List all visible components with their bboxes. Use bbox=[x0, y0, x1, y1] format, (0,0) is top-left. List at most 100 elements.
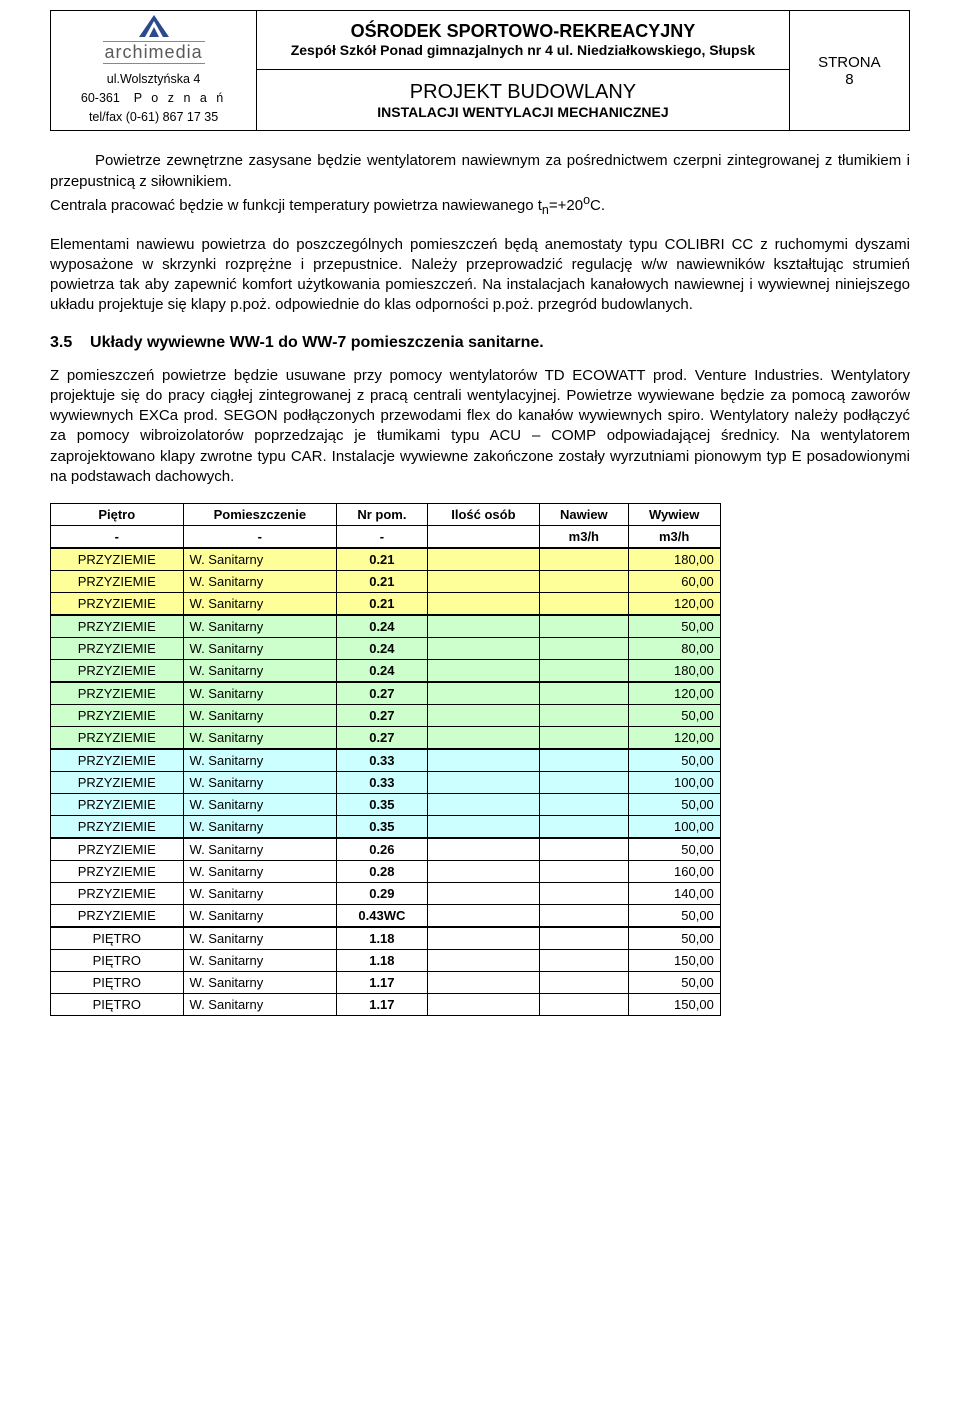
table-cell: PRZYZIEMIE bbox=[51, 660, 184, 683]
table-cell: 50,00 bbox=[628, 927, 720, 950]
table-cell: PRZYZIEMIE bbox=[51, 548, 184, 571]
table-cell: PRZYZIEMIE bbox=[51, 816, 184, 839]
table-cell: W. Sanitarny bbox=[183, 682, 337, 705]
table-row: PRZYZIEMIEW. Sanitarny0.21120,00 bbox=[51, 593, 721, 616]
table-cell: W. Sanitarny bbox=[183, 593, 337, 616]
table-cell: PIĘTRO bbox=[51, 994, 184, 1016]
table-cell: W. Sanitarny bbox=[183, 794, 337, 816]
table-cell: W. Sanitarny bbox=[183, 905, 337, 928]
table-body: PRZYZIEMIEW. Sanitarny0.21180,00PRZYZIEM… bbox=[51, 548, 721, 1016]
table-header-row: Piętro Pomieszczenie Nr pom. Ilość osób … bbox=[51, 504, 721, 526]
table-cell: PRZYZIEMIE bbox=[51, 638, 184, 660]
table-head: Piętro Pomieszczenie Nr pom. Ilość osób … bbox=[51, 504, 721, 549]
table-cell bbox=[427, 838, 540, 861]
table-cell: 0.21 bbox=[337, 593, 427, 616]
table-cell bbox=[540, 727, 628, 750]
table-cell bbox=[540, 548, 628, 571]
table-cell: 0.27 bbox=[337, 705, 427, 727]
table-cell bbox=[427, 883, 540, 905]
header-left-cell: archimedia ul.Wolsztyńska 4 60-361 P o z… bbox=[51, 11, 257, 131]
table-row: PRZYZIEMIEW. Sanitarny0.21180,00 bbox=[51, 548, 721, 571]
table-row: PRZYZIEMIEW. Sanitarny0.27120,00 bbox=[51, 682, 721, 705]
address-block: ul.Wolsztyńska 4 60-361 P o z n a ń tel/… bbox=[81, 70, 226, 126]
table-cell bbox=[540, 794, 628, 816]
table-cell: 50,00 bbox=[628, 615, 720, 638]
table-cell bbox=[540, 838, 628, 861]
table-cell: 150,00 bbox=[628, 950, 720, 972]
addr-line3: tel/fax (0-61) 867 17 35 bbox=[81, 108, 226, 127]
table-cell: 0.33 bbox=[337, 749, 427, 772]
table-cell: 120,00 bbox=[628, 727, 720, 750]
table-cell: PRZYZIEMIE bbox=[51, 749, 184, 772]
logo-wordmark: archimedia bbox=[103, 41, 205, 64]
table-cell bbox=[540, 972, 628, 994]
table-row: PRZYZIEMIEW. Sanitarny0.3350,00 bbox=[51, 749, 721, 772]
table-cell bbox=[540, 883, 628, 905]
table-cell: PRZYZIEMIE bbox=[51, 905, 184, 928]
facility-title: OŚRODEK SPORTOWO-REKREACYJNY bbox=[265, 21, 781, 42]
table-cell: 0.35 bbox=[337, 794, 427, 816]
table-cell: 50,00 bbox=[628, 838, 720, 861]
table-cell bbox=[427, 861, 540, 883]
table-cell: 150,00 bbox=[628, 994, 720, 1016]
table-cell bbox=[427, 638, 540, 660]
table-cell bbox=[427, 972, 540, 994]
table-cell: PRZYZIEMIE bbox=[51, 682, 184, 705]
table-cell bbox=[540, 638, 628, 660]
table-cell bbox=[540, 749, 628, 772]
table-row: PRZYZIEMIEW. Sanitarny0.27 50,00 bbox=[51, 705, 721, 727]
addr-line1: ul.Wolsztyńska 4 bbox=[81, 70, 226, 89]
table-cell: PRZYZIEMIE bbox=[51, 772, 184, 794]
table-cell: 120,00 bbox=[628, 593, 720, 616]
table-cell: 140,00 bbox=[628, 883, 720, 905]
table-cell bbox=[540, 861, 628, 883]
table-cell bbox=[540, 571, 628, 593]
table-cell: W. Sanitarny bbox=[183, 705, 337, 727]
page: archimedia ul.Wolsztyńska 4 60-361 P o z… bbox=[0, 0, 960, 1046]
table-cell bbox=[427, 682, 540, 705]
logo-icon bbox=[139, 15, 169, 37]
table-cell bbox=[427, 950, 540, 972]
table-row: PRZYZIEMIEW. Sanitarny0.3550,00 bbox=[51, 794, 721, 816]
section-heading: 3.5 Układy wywiewne WW-1 do WW-7 pomiesz… bbox=[50, 334, 910, 352]
table-cell: PRZYZIEMIE bbox=[51, 705, 184, 727]
table-cell: 0.21 bbox=[337, 548, 427, 571]
table-cell: W. Sanitarny bbox=[183, 927, 337, 950]
table-cell: PRZYZIEMIE bbox=[51, 883, 184, 905]
project-subtitle: INSTALACJI WENTYLACJI MECHANICZNEJ bbox=[265, 104, 781, 120]
table-cell: W. Sanitarny bbox=[183, 660, 337, 683]
table-cell bbox=[427, 927, 540, 950]
table-row: PRZYZIEMIEW. Sanitarny0.2650,00 bbox=[51, 838, 721, 861]
table-cell: 80,00 bbox=[628, 638, 720, 660]
table-cell: 100,00 bbox=[628, 816, 720, 839]
ventilation-table: Piętro Pomieszczenie Nr pom. Ilość osób … bbox=[50, 503, 721, 1016]
table-cell bbox=[540, 593, 628, 616]
section-title: Układy wywiewne WW-1 do WW-7 pomieszczen… bbox=[90, 334, 544, 351]
table-cell: W. Sanitarny bbox=[183, 972, 337, 994]
table-cell bbox=[540, 660, 628, 683]
table-cell: PIĘTRO bbox=[51, 950, 184, 972]
paragraph-2: Elementami nawiewu powietrza do poszczeg… bbox=[50, 235, 910, 316]
table-row: PRZYZIEMIEW. Sanitarny0.33100,00 bbox=[51, 772, 721, 794]
page-number: 8 bbox=[798, 71, 901, 88]
col-persons: Ilość osób bbox=[427, 504, 540, 526]
table-row: PRZYZIEMIEW. Sanitarny0.2160,00 bbox=[51, 571, 721, 593]
table-row: PIĘTROW. Sanitarny1.1850,00 bbox=[51, 927, 721, 950]
table-row: PRZYZIEMIEW. Sanitarny0.29140,00 bbox=[51, 883, 721, 905]
table-cell bbox=[540, 816, 628, 839]
table-row: PRZYZIEMIEW. Sanitarny0.2480,00 bbox=[51, 638, 721, 660]
table-row: PRZYZIEMIEW. Sanitarny0.43WC50,00 bbox=[51, 905, 721, 928]
table-cell: W. Sanitarny bbox=[183, 638, 337, 660]
table-row: PRZYZIEMIEW. Sanitarny0.28160,00 bbox=[51, 861, 721, 883]
table-cell: 60,00 bbox=[628, 571, 720, 593]
table-cell: 50,00 bbox=[628, 905, 720, 928]
page-label: STRONA bbox=[798, 54, 901, 71]
table-cell: 50,00 bbox=[628, 705, 720, 727]
header-mid-top: OŚRODEK SPORTOWO-REKREACYJNY Zespół Szkó… bbox=[257, 11, 790, 70]
header-mid-bot: PROJEKT BUDOWLANY INSTALACJI WENTYLACJI … bbox=[257, 69, 790, 130]
table-cell: 1.17 bbox=[337, 972, 427, 994]
table-cell bbox=[427, 615, 540, 638]
paragraph-1: Powietrze zewnętrzne zasysane będzie wen… bbox=[50, 151, 910, 218]
table-cell: PRZYZIEMIE bbox=[51, 838, 184, 861]
table-cell: W. Sanitarny bbox=[183, 615, 337, 638]
